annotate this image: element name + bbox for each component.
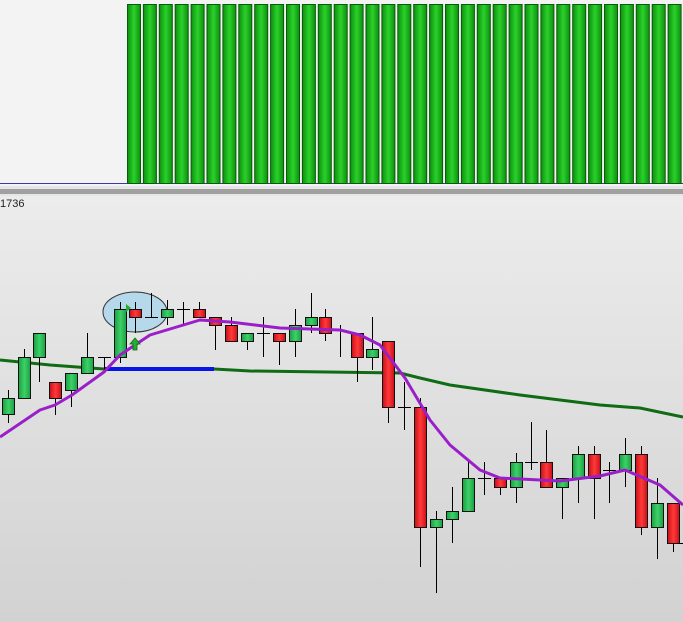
candle-down: [273, 333, 286, 342]
volume-bar: [349, 4, 364, 184]
volume-bar: [635, 4, 650, 184]
volume-bar: [445, 4, 459, 184]
candle-up: [2, 398, 15, 415]
candle-down: [635, 454, 648, 528]
volume-bar: [397, 4, 412, 184]
slow-moving-average-line: [0, 358, 683, 419]
price-label: 1736: [0, 198, 25, 210]
volume-bar: [158, 4, 173, 184]
volume-bar: [508, 4, 523, 184]
volume-bar: [222, 4, 237, 184]
volume-bar: [492, 4, 507, 184]
panel-separator: [0, 189, 683, 194]
candle-up: [651, 503, 664, 528]
volume-bar: [619, 4, 634, 184]
volume-bar: [604, 4, 618, 184]
volume-bar: [476, 4, 491, 184]
fast-moving-average-line: [0, 318, 683, 507]
candle-up: [241, 333, 254, 342]
candle-down: [129, 309, 142, 318]
candle-up: [572, 454, 585, 479]
candle-down: [193, 309, 206, 318]
volume-bar: [588, 4, 603, 184]
candle-up: [161, 309, 174, 318]
volume-bar: [381, 4, 396, 184]
candle-down: [667, 503, 680, 544]
volume-bar: [142, 4, 157, 184]
volume-bar: [174, 4, 189, 184]
volume-bar: [460, 4, 475, 184]
candle-up: [18, 357, 31, 399]
signal-tick-icon: [126, 304, 131, 312]
volume-bar: [572, 4, 587, 184]
candle-down: [414, 407, 427, 528]
candle-up: [305, 317, 318, 326]
volume-bar: [206, 4, 221, 184]
volume-bar: [190, 4, 205, 184]
up-arrow-icon: [129, 337, 141, 351]
candle-up: [65, 373, 78, 391]
volume-bar: [365, 4, 380, 184]
volume-bar: [270, 4, 285, 184]
candle-up: [619, 454, 632, 471]
volume-bar: [524, 4, 539, 184]
candle-up: [366, 349, 379, 358]
candle-down: [588, 454, 601, 479]
volume-bar: [556, 4, 571, 184]
candle-up: [430, 519, 443, 528]
volume-bar: [413, 4, 428, 184]
candle-up: [446, 511, 459, 520]
candle-up: [556, 478, 569, 488]
volume-bar: [667, 4, 682, 184]
volume-bar: [301, 4, 316, 184]
candle-down: [540, 462, 553, 488]
candle-up: [81, 357, 94, 374]
price-panel: [0, 196, 683, 622]
candle-up: [462, 478, 475, 512]
candle-up: [510, 462, 523, 488]
candle-up: [33, 333, 46, 358]
candle-down: [494, 478, 507, 488]
volume-bar: [333, 4, 348, 184]
volume-bar: [429, 4, 444, 184]
candle-up: [114, 309, 127, 358]
candle-down: [225, 325, 238, 342]
volume-bar: [254, 4, 269, 184]
volume-bar: [286, 4, 300, 184]
volume-bar: [127, 4, 141, 184]
volume-bar: [317, 4, 332, 184]
volume-bar: [540, 4, 555, 184]
volume-bar: [238, 4, 253, 184]
candle-down: [49, 382, 62, 399]
volume-bar: [651, 4, 666, 184]
